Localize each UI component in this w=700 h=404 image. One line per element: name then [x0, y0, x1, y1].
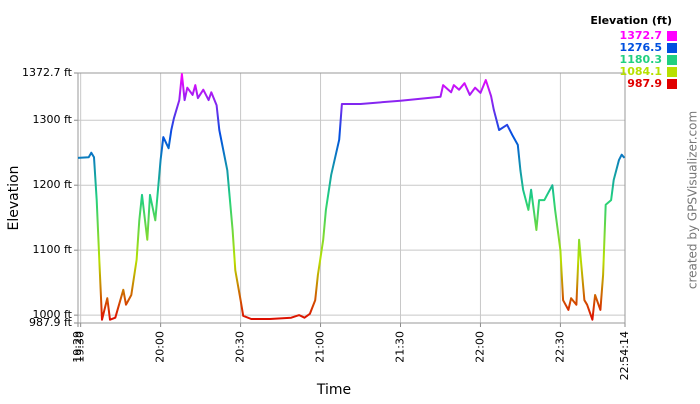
- y-tick-label: 1300 ft: [33, 113, 73, 126]
- x-tick-label: 22:30: [553, 331, 566, 363]
- plot-frame: [77, 72, 626, 324]
- x-tick-label: 21:30: [393, 331, 406, 363]
- elevation-line: [77, 73, 626, 321]
- legend-label: 1084.1: [620, 65, 662, 78]
- legend-label: 987.9: [627, 77, 662, 90]
- y-tick-label: 1100 ft: [33, 243, 73, 256]
- legend-swatch: [667, 43, 677, 53]
- y-tick-label: 1000 ft: [33, 308, 73, 321]
- legend-swatch: [667, 31, 677, 41]
- x-tick-label: 22:54:14: [618, 331, 631, 380]
- x-tick-label: 19:30: [74, 331, 87, 363]
- y-tick-label: 987.9 ft: [29, 316, 73, 329]
- legend-swatch: [667, 79, 677, 89]
- credit: created by GPSVisualizer.com: [686, 111, 700, 289]
- y-axis-title: Elevation: [6, 165, 22, 230]
- y-tick-label: 1200 ft: [33, 178, 73, 191]
- x-tick-label: 19:29: [71, 331, 84, 363]
- legend-title: Elevation (ft): [590, 14, 672, 27]
- x-tick-label: 20:00: [154, 331, 167, 363]
- x-axis-title: Time: [316, 382, 351, 398]
- legend-swatch: [667, 55, 677, 65]
- legend-label: 1276.5: [620, 41, 662, 54]
- legend-label: 1180.3: [620, 53, 662, 66]
- legend-label: 1372.7: [620, 29, 662, 42]
- x-tick-label: 21:00: [314, 331, 327, 363]
- y-tick-label: 1372.7 ft: [22, 66, 73, 79]
- x-tick-label: 20:30: [234, 331, 247, 363]
- x-tick-label: 22:00: [473, 331, 486, 363]
- legend-swatch: [667, 67, 677, 77]
